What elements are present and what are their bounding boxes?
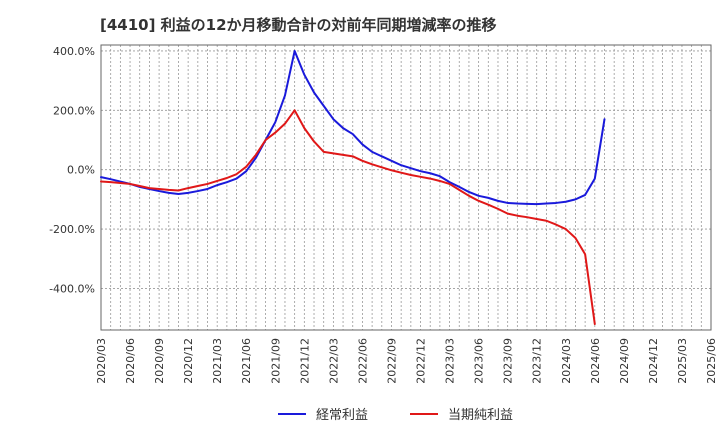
x-tick-label: 2025/06 <box>705 338 718 384</box>
x-tick-label: 2021/03 <box>211 338 224 384</box>
x-tick-label: 2020/06 <box>124 338 137 384</box>
x-tick-label: 2023/03 <box>444 338 457 384</box>
legend-item-junrieki: 当期純利益 <box>410 404 513 423</box>
x-tick-label: 2022/12 <box>415 338 428 384</box>
x-tick-label: 2020/12 <box>182 338 195 384</box>
x-tick-label: 2024/09 <box>618 338 631 384</box>
x-tick-label: 2020/09 <box>153 338 166 384</box>
legend-swatch-junrieki <box>410 412 438 415</box>
x-tick-label: 2020/03 <box>95 338 108 384</box>
legend-item-keijo: 経常利益 <box>278 404 368 423</box>
series-line-keijo <box>100 49 606 206</box>
x-tick-label: 2023/12 <box>531 338 544 384</box>
plot-frame <box>100 44 712 331</box>
x-tick-label: 2021/06 <box>240 338 253 384</box>
x-tick-label: 2023/09 <box>502 338 515 384</box>
legend-label-keijo: 経常利益 <box>316 408 369 423</box>
series-line-junrieki <box>100 109 596 326</box>
x-tick-label: 2024/12 <box>647 338 660 384</box>
legend-swatch-keijo <box>278 412 306 415</box>
x-tick-label: 2022/09 <box>385 338 398 384</box>
chart-title: [4410] 利益の12か月移動合計の対前年同期増減率の推移 <box>100 16 497 34</box>
y-tick-label: -200.0% <box>49 223 95 236</box>
x-tick-label: 2023/06 <box>473 338 486 384</box>
x-tick-label: 2021/09 <box>269 338 282 384</box>
x-tick-label: 2024/06 <box>589 338 602 384</box>
y-tick-label: 0.0% <box>67 164 95 177</box>
x-tick-label: 2022/03 <box>327 338 340 384</box>
x-tick-label: 2022/06 <box>356 338 369 384</box>
x-tick-label: 2021/12 <box>298 338 311 384</box>
y-tick-label: 400.0% <box>53 45 95 58</box>
legend: 経常利益 当期純利益 <box>0 404 720 428</box>
legend-label-junrieki: 当期純利益 <box>448 408 514 423</box>
y-tick-label: -400.0% <box>49 282 95 295</box>
y-tick-label: 200.0% <box>53 104 95 117</box>
x-tick-label: 2024/03 <box>560 338 573 384</box>
x-tick-label: 2025/03 <box>676 338 689 384</box>
